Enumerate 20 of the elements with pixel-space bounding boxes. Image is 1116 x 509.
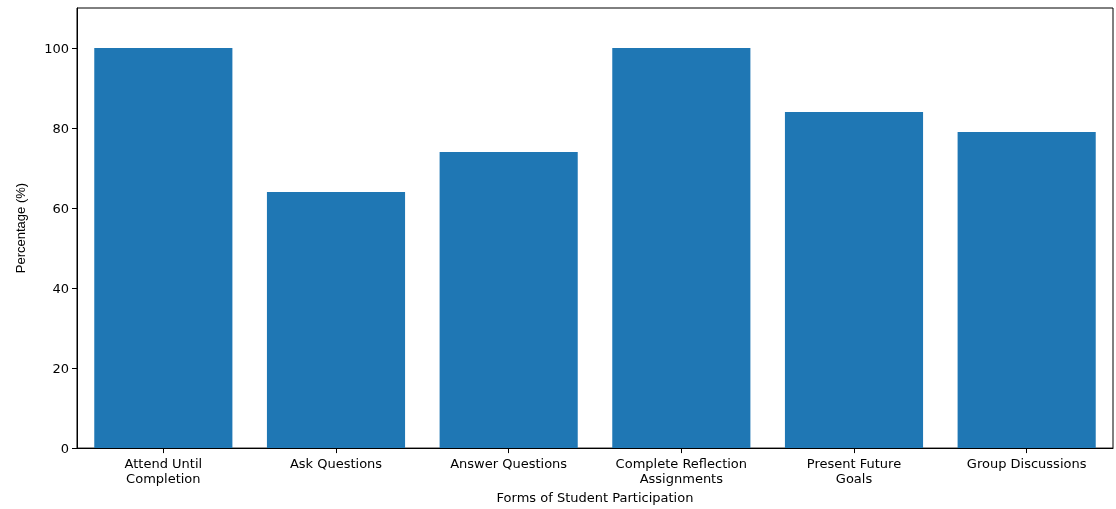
x-tick-label: Complete Reflection Assignments (615, 456, 748, 487)
bar (94, 48, 233, 449)
x-tick-label: Attend Until Completion (124, 456, 203, 487)
y-axis-title: Percentage (%) (13, 182, 28, 274)
bar (957, 132, 1096, 449)
x-axis-title: Forms of Student Participation (496, 490, 694, 505)
bar (784, 112, 924, 449)
y-tick-label: 20 (52, 360, 69, 376)
y-tick-label: 40 (52, 280, 69, 296)
y-tick-label: 60 (52, 200, 69, 216)
x-tick-label: Present Future Goals (806, 456, 902, 487)
bar (612, 48, 751, 449)
x-tick-label: Group Discussions (966, 456, 1087, 472)
x-tick-label: Answer Questions (450, 456, 568, 472)
y-tick-label: 100 (44, 40, 69, 56)
x-tick-label: Ask Questions (289, 456, 383, 472)
bar (266, 192, 406, 449)
y-tick-label: 0 (60, 440, 69, 456)
y-tick-label: 80 (52, 120, 69, 136)
bar (439, 152, 578, 449)
